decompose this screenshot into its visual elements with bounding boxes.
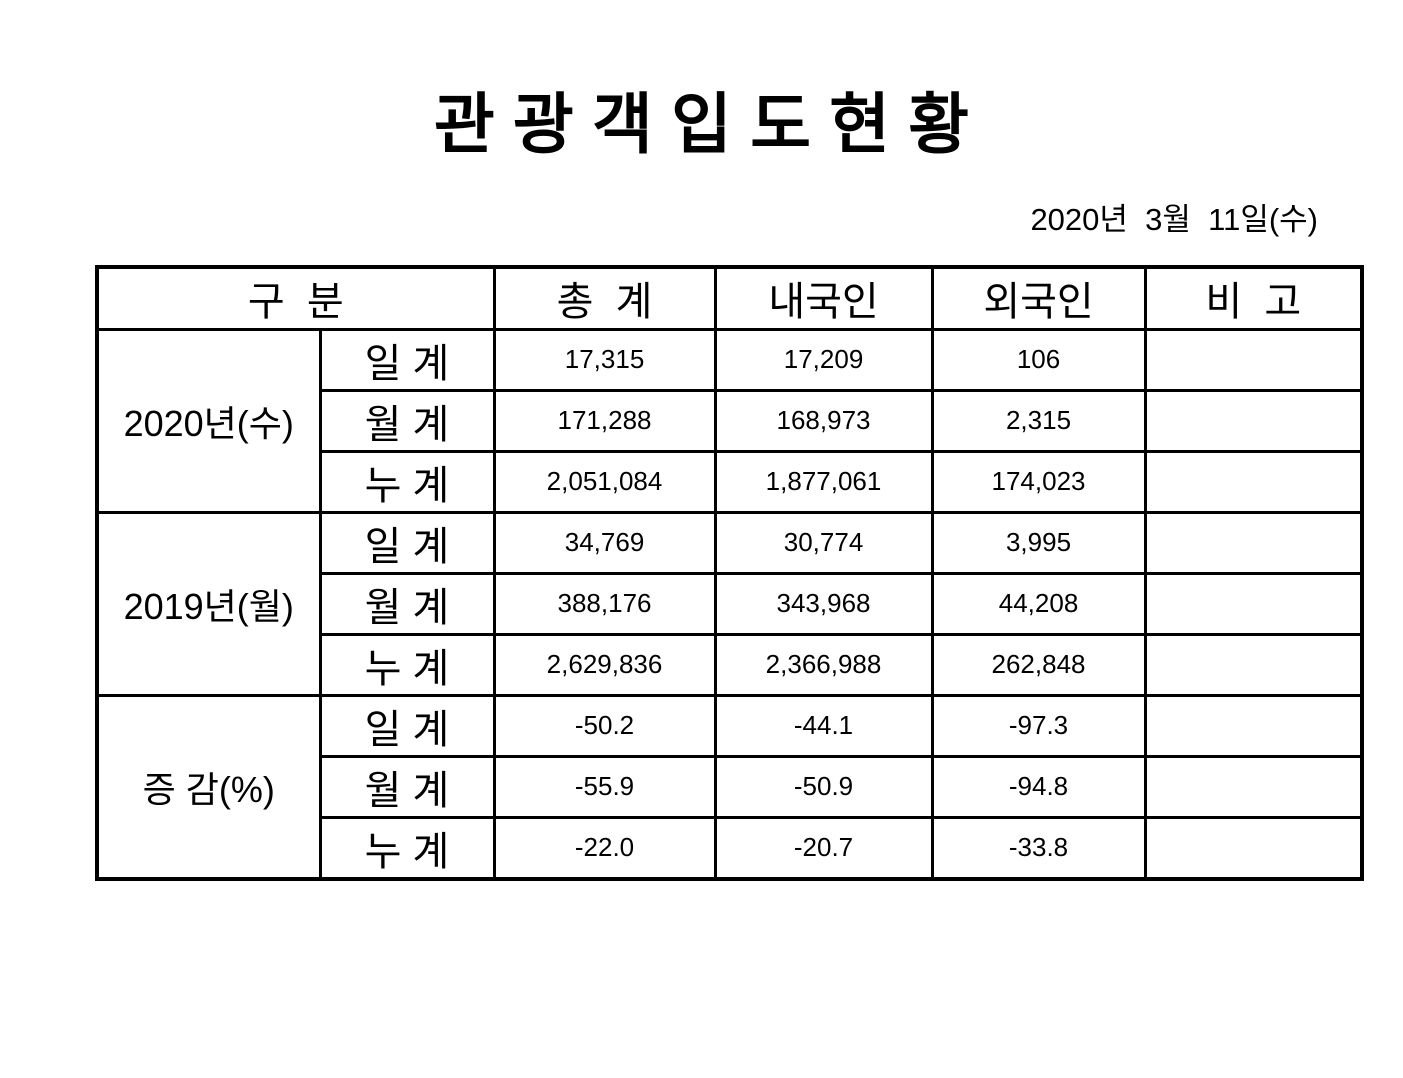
row-label-period: 누 계	[318, 815, 496, 880]
table-row: 2020년(수) 일 계 17,315 17,209 106	[95, 327, 1364, 514]
cell-foreign: 262,848	[930, 632, 1147, 697]
document-page: 관 광 객 입 도 현 황 2020년 3월 11일(수) 구 분 총 계 내국…	[0, 86, 1403, 881]
cell-domestic: -44.1	[713, 693, 934, 758]
cell-domestic: 17,209	[713, 327, 934, 392]
cell-domestic: 168,973	[713, 388, 934, 453]
cell-domestic: 30,774	[713, 510, 934, 575]
cell-remarks	[1143, 571, 1364, 636]
table-row: 누 계 2,629,836 2,366,988 262,848	[97, 632, 1364, 697]
header-category: 구 분	[95, 265, 496, 331]
table-row: 월 계 -55.9 -50.9 -94.8	[97, 754, 1364, 819]
cell-remarks	[1143, 815, 1364, 880]
tourist-arrivals-table: 구 분 총 계 내국인 외국인 비 고 2020년(수) 일 계 17,315 …	[95, 265, 1365, 881]
cell-foreign: 3,995	[930, 510, 1147, 575]
cell-domestic: -50.9	[713, 754, 934, 819]
cell-remarks	[1143, 388, 1364, 453]
cell-foreign: -33.8	[930, 815, 1147, 880]
cell-remarks	[1143, 754, 1364, 819]
cell-remarks	[1143, 510, 1364, 575]
group-label-2020: 2020년(수)	[95, 327, 322, 514]
table-body: 2020년(수) 일 계 17,315 17,209 106 월 계 171,2…	[95, 327, 1364, 880]
table-row: 월 계 171,288 168,973 2,315	[97, 388, 1364, 453]
cell-foreign: -94.8	[930, 754, 1147, 819]
table-header: 구 분 총 계 내국인 외국인 비 고	[95, 265, 1364, 331]
cell-domestic: 343,968	[713, 571, 934, 636]
cell-remarks	[1143, 632, 1364, 697]
group-label-2019: 2019년(월)	[95, 510, 322, 697]
header-total: 총 계	[492, 265, 717, 331]
report-date: 2020년 3월 11일(수)	[1030, 202, 1318, 237]
cell-domestic: 2,366,988	[713, 632, 934, 697]
cell-remarks	[1143, 327, 1364, 392]
table-row: 누 계 2,051,084 1,877,061 174,023	[97, 449, 1364, 514]
header-foreign: 외국인	[930, 265, 1147, 331]
cell-domestic: -20.7	[713, 815, 934, 880]
cell-remarks	[1143, 449, 1364, 514]
row-label-period: 월 계	[318, 388, 496, 453]
cell-total: -50.2	[492, 693, 717, 758]
row-label-period: 일 계	[318, 510, 496, 575]
table-row: 2019년(월) 일 계 34,769 30,774 3,995	[95, 510, 1364, 697]
row-label-period: 누 계	[318, 449, 496, 514]
cell-domestic: 1,877,061	[713, 449, 934, 514]
cell-foreign: 106	[930, 327, 1147, 392]
row-label-period: 일 계	[318, 693, 496, 758]
table-row: 누 계 -22.0 -20.7 -33.8	[97, 815, 1364, 880]
row-label-period: 일 계	[318, 327, 496, 392]
cell-total: -22.0	[492, 815, 717, 880]
group-label-change-percent: 증 감(%)	[95, 693, 322, 880]
cell-total: 2,051,084	[492, 449, 717, 514]
page-title: 관 광 객 입 도 현 황	[433, 87, 970, 161]
table-row: 월 계 388,176 343,968 44,208	[97, 571, 1364, 636]
cell-foreign: 2,315	[930, 388, 1147, 453]
row-label-period: 누 계	[318, 632, 496, 697]
cell-foreign: -97.3	[930, 693, 1147, 758]
header-row: 구 분 총 계 내국인 외국인 비 고	[95, 265, 1364, 331]
cell-total: 34,769	[492, 510, 717, 575]
table-row: 증 감(%) 일 계 -50.2 -44.1 -97.3	[95, 693, 1364, 880]
cell-foreign: 44,208	[930, 571, 1147, 636]
row-label-period: 월 계	[318, 571, 496, 636]
cell-remarks	[1143, 693, 1364, 758]
cell-total: 388,176	[492, 571, 717, 636]
header-domestic: 내국인	[713, 265, 934, 331]
cell-total: 2,629,836	[492, 632, 717, 697]
cell-total: 17,315	[492, 327, 717, 392]
cell-total: -55.9	[492, 754, 717, 819]
cell-total: 171,288	[492, 388, 717, 453]
cell-foreign: 174,023	[930, 449, 1147, 514]
row-label-period: 월 계	[318, 754, 496, 819]
header-remarks: 비 고	[1143, 265, 1364, 331]
